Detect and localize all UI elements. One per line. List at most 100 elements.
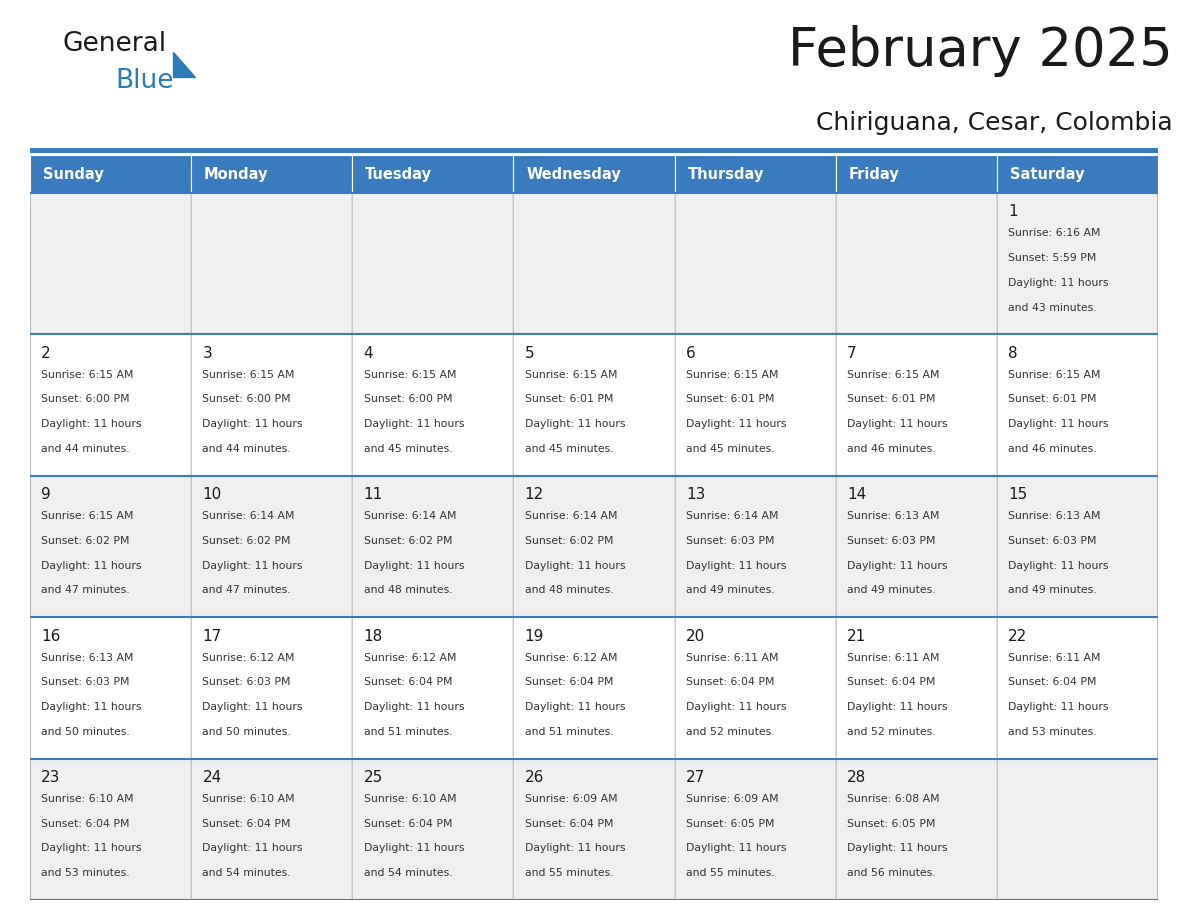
Text: and 50 minutes.: and 50 minutes. — [202, 727, 291, 737]
Bar — [513, 334, 675, 476]
Text: Sunrise: 6:15 AM: Sunrise: 6:15 AM — [1009, 370, 1100, 380]
Text: 7: 7 — [847, 346, 857, 361]
Text: Daylight: 11 hours: Daylight: 11 hours — [847, 561, 948, 571]
Bar — [675, 155, 835, 193]
Text: Sunrise: 6:12 AM: Sunrise: 6:12 AM — [525, 653, 618, 663]
Text: Sunset: 6:04 PM: Sunset: 6:04 PM — [1009, 677, 1097, 688]
Text: 25: 25 — [364, 770, 383, 785]
Text: Sunset: 6:02 PM: Sunset: 6:02 PM — [202, 536, 291, 546]
Text: 19: 19 — [525, 629, 544, 644]
Text: 2: 2 — [42, 346, 51, 361]
Text: 28: 28 — [847, 770, 866, 785]
Text: Daylight: 11 hours: Daylight: 11 hours — [364, 561, 465, 571]
Text: Daylight: 11 hours: Daylight: 11 hours — [42, 844, 141, 854]
Text: and 47 minutes.: and 47 minutes. — [202, 586, 291, 596]
Text: Blue: Blue — [115, 68, 173, 94]
Text: and 49 minutes.: and 49 minutes. — [685, 586, 775, 596]
Bar — [30, 334, 191, 476]
Bar — [513, 617, 675, 758]
Text: Sunrise: 6:08 AM: Sunrise: 6:08 AM — [847, 794, 940, 804]
Text: Daylight: 11 hours: Daylight: 11 hours — [42, 702, 141, 712]
Text: 27: 27 — [685, 770, 706, 785]
Text: Daylight: 11 hours: Daylight: 11 hours — [847, 420, 948, 430]
Text: and 50 minutes.: and 50 minutes. — [42, 727, 129, 737]
Text: Daylight: 11 hours: Daylight: 11 hours — [202, 420, 303, 430]
Text: Daylight: 11 hours: Daylight: 11 hours — [847, 844, 948, 854]
Text: Sunset: 6:02 PM: Sunset: 6:02 PM — [42, 536, 129, 546]
Text: Sunset: 6:00 PM: Sunset: 6:00 PM — [364, 395, 453, 405]
Text: and 53 minutes.: and 53 minutes. — [1009, 727, 1097, 737]
Text: Sunrise: 6:13 AM: Sunrise: 6:13 AM — [847, 511, 940, 521]
Bar — [675, 617, 835, 758]
Text: Daylight: 11 hours: Daylight: 11 hours — [685, 702, 786, 712]
Text: Sunset: 6:03 PM: Sunset: 6:03 PM — [42, 677, 129, 688]
Text: Daylight: 11 hours: Daylight: 11 hours — [42, 561, 141, 571]
Text: Daylight: 11 hours: Daylight: 11 hours — [847, 702, 948, 712]
Text: 26: 26 — [525, 770, 544, 785]
Text: Sunset: 6:00 PM: Sunset: 6:00 PM — [42, 395, 129, 405]
Text: and 48 minutes.: and 48 minutes. — [364, 586, 453, 596]
Text: Sunrise: 6:10 AM: Sunrise: 6:10 AM — [202, 794, 295, 804]
Bar — [191, 617, 353, 758]
Bar — [30, 758, 191, 900]
Bar — [835, 476, 997, 617]
Text: and 55 minutes.: and 55 minutes. — [685, 868, 775, 879]
Bar — [353, 155, 513, 193]
Text: Daylight: 11 hours: Daylight: 11 hours — [525, 561, 625, 571]
Bar — [997, 617, 1158, 758]
Text: and 46 minutes.: and 46 minutes. — [847, 444, 936, 454]
Text: Sunrise: 6:15 AM: Sunrise: 6:15 AM — [847, 370, 940, 380]
Text: and 44 minutes.: and 44 minutes. — [202, 444, 291, 454]
Text: and 54 minutes.: and 54 minutes. — [364, 868, 453, 879]
Text: 5: 5 — [525, 346, 535, 361]
Text: Daylight: 11 hours: Daylight: 11 hours — [1009, 561, 1108, 571]
Text: and 47 minutes.: and 47 minutes. — [42, 586, 129, 596]
Bar — [997, 476, 1158, 617]
Text: Sunrise: 6:09 AM: Sunrise: 6:09 AM — [685, 794, 778, 804]
Bar — [191, 334, 353, 476]
Text: 16: 16 — [42, 629, 61, 644]
Text: General: General — [63, 31, 168, 57]
Text: and 51 minutes.: and 51 minutes. — [525, 727, 613, 737]
Bar — [191, 155, 353, 193]
Text: 14: 14 — [847, 487, 866, 502]
Text: Sunrise: 6:14 AM: Sunrise: 6:14 AM — [525, 511, 618, 521]
Bar — [675, 334, 835, 476]
Bar — [835, 617, 997, 758]
Text: and 51 minutes.: and 51 minutes. — [364, 727, 453, 737]
Text: Tuesday: Tuesday — [365, 166, 432, 182]
Text: Sunset: 6:05 PM: Sunset: 6:05 PM — [685, 819, 775, 829]
Text: Sunset: 6:02 PM: Sunset: 6:02 PM — [364, 536, 453, 546]
Text: Daylight: 11 hours: Daylight: 11 hours — [1009, 420, 1108, 430]
Text: Sunset: 6:01 PM: Sunset: 6:01 PM — [1009, 395, 1097, 405]
Text: and 54 minutes.: and 54 minutes. — [202, 868, 291, 879]
Bar — [30, 193, 191, 334]
Text: Sunset: 6:04 PM: Sunset: 6:04 PM — [202, 819, 291, 829]
Text: Sunset: 6:03 PM: Sunset: 6:03 PM — [685, 536, 775, 546]
Text: and 45 minutes.: and 45 minutes. — [364, 444, 453, 454]
Text: Sunset: 6:04 PM: Sunset: 6:04 PM — [525, 677, 613, 688]
Text: February 2025: February 2025 — [789, 25, 1173, 76]
Bar — [835, 758, 997, 900]
Text: Sunrise: 6:14 AM: Sunrise: 6:14 AM — [685, 511, 778, 521]
Text: and 56 minutes.: and 56 minutes. — [847, 868, 936, 879]
Text: Sunday: Sunday — [43, 166, 103, 182]
Text: Sunset: 6:04 PM: Sunset: 6:04 PM — [525, 819, 613, 829]
Text: Sunrise: 6:13 AM: Sunrise: 6:13 AM — [42, 653, 134, 663]
Text: 15: 15 — [1009, 487, 1028, 502]
Text: Sunrise: 6:11 AM: Sunrise: 6:11 AM — [1009, 653, 1100, 663]
Text: and 55 minutes.: and 55 minutes. — [525, 868, 613, 879]
Bar — [353, 476, 513, 617]
Bar — [191, 193, 353, 334]
Text: Daylight: 11 hours: Daylight: 11 hours — [202, 561, 303, 571]
Text: 12: 12 — [525, 487, 544, 502]
Text: Sunrise: 6:15 AM: Sunrise: 6:15 AM — [525, 370, 618, 380]
Text: Daylight: 11 hours: Daylight: 11 hours — [685, 844, 786, 854]
Bar — [30, 476, 191, 617]
Text: Sunrise: 6:12 AM: Sunrise: 6:12 AM — [364, 653, 456, 663]
Text: Sunrise: 6:14 AM: Sunrise: 6:14 AM — [364, 511, 456, 521]
Text: Daylight: 11 hours: Daylight: 11 hours — [525, 420, 625, 430]
Text: Daylight: 11 hours: Daylight: 11 hours — [685, 420, 786, 430]
Text: Sunrise: 6:11 AM: Sunrise: 6:11 AM — [685, 653, 778, 663]
Text: Sunrise: 6:15 AM: Sunrise: 6:15 AM — [364, 370, 456, 380]
